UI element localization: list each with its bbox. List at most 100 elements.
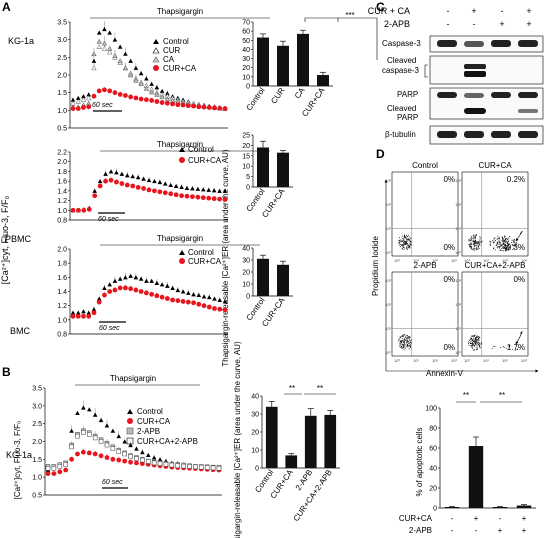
event-dot [401,244,403,246]
data-point [128,94,134,100]
data-point [123,285,128,291]
event-dot [404,344,406,346]
event-dot [470,336,472,338]
y-tick-label: 25 [242,133,250,140]
event-dot [401,248,403,250]
data-point [206,294,212,300]
flow-plot-title: 2-APB [413,261,436,270]
event-dot [506,238,508,240]
event-dot [472,342,474,344]
event-dot [411,342,412,344]
event-dot [410,241,412,243]
data-point [138,81,144,87]
data-point [63,462,68,467]
data-point [102,285,107,290]
data-point [107,282,112,287]
panel-d-apoptosis-bar-chart: ** ** 0 20 40 60 80 100 CUR+CA - + - +2-APB - - + + [399,391,536,535]
event-dot [403,238,405,240]
x-tick-label: 10⁰ [394,358,400,363]
event-dot [475,244,477,246]
event-dot [405,347,407,349]
event-dot [403,344,405,346]
event-dot [507,245,509,247]
data-point [96,299,102,305]
event-dot [470,246,471,248]
y-tick-label: 0 [246,294,250,301]
event-dot [409,245,411,247]
quadrant-value-upper-right: 0.2% [507,175,525,184]
y-tick-label: 10³ [385,278,391,283]
event-dot [511,239,513,241]
y-tick-label: 0.8 [57,332,67,339]
event-dot [403,345,405,347]
data-point [96,296,102,301]
event-dot [473,241,475,243]
band [437,92,457,98]
data-point [170,297,175,303]
data-point [108,177,114,183]
event-dot [500,245,502,247]
event-dot [475,340,477,342]
event-dot [469,246,471,248]
data-point [119,181,125,186]
y-tick-label: 1.2 [57,303,67,310]
event-dot [404,243,406,245]
y-tick-label: 2.5 [57,55,67,62]
y-tick-label: 2.5 [32,421,42,428]
flow-plot-3: CUR+CA+2-APB0%1.7%10⁰10⁰10¹10¹10²10²10³1… [455,261,529,363]
event-dot [497,243,499,245]
data-point [92,193,98,199]
data-point [122,439,127,444]
event-dot [408,244,410,246]
y-tick-label: 1.0 [57,108,67,115]
event-dot [516,242,518,244]
flow-plot-title: Control [412,161,438,170]
data-point [122,65,129,71]
stimulus-label: Thapsigargin [157,7,203,16]
event-dot [505,238,506,240]
event-dot [476,348,478,350]
y-tick-label: 10² [455,302,461,307]
event-dot [473,245,475,247]
data-point [206,187,212,192]
event-dot [493,241,495,243]
event-dot [498,241,500,243]
data-point [200,195,206,201]
event-dot [401,343,403,345]
y-tick-label: 10⁰ [385,350,391,355]
event-dot [473,342,475,344]
event-dot [471,345,473,346]
data-point [98,439,104,444]
event-dot [405,241,407,243]
y-tick-label: 1.2 [57,198,67,205]
event-dot [474,240,476,242]
x-tick-label: 10⁰ [394,258,400,263]
data-point [98,453,104,459]
event-dot [502,241,504,243]
event-dot [502,238,504,240]
series-CA [70,36,228,111]
event-dot [404,334,406,336]
bar [277,45,289,86]
event-dot [498,243,500,245]
bar [516,505,532,508]
event-dot [472,249,474,251]
event-dot [513,247,515,249]
event-dot [506,241,508,243]
event-dot [515,244,516,246]
event-dot [477,342,479,344]
data-point [204,465,210,470]
data-point [81,405,86,410]
event-dot [473,341,475,343]
event-dot [408,336,410,338]
event-dot [498,246,500,248]
data-point [114,170,119,175]
data-point [149,98,155,103]
event-dot [474,237,476,239]
blot-label-beta-tubulin: β-tubulin [385,130,416,139]
event-dot [494,249,496,251]
event-dot [399,344,401,346]
event-dot [475,239,476,241]
event-dot [478,336,480,338]
x-tick-label: 10² [432,358,438,363]
